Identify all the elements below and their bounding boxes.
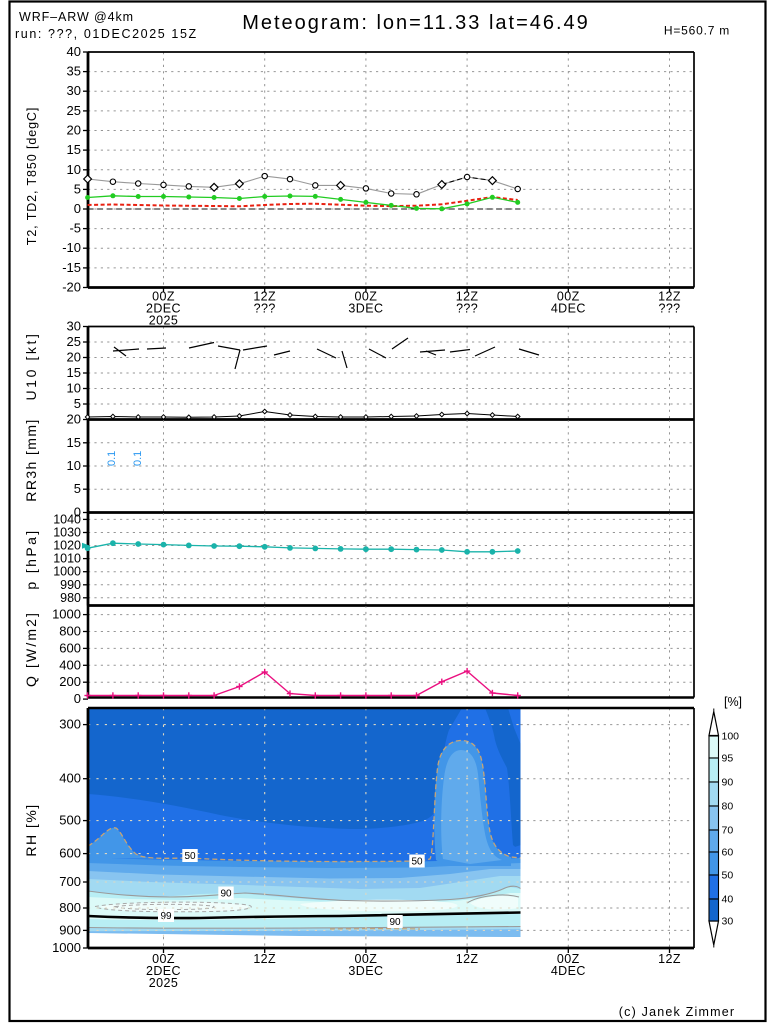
svg-text:1010: 1010 <box>53 552 81 566</box>
svg-text:12Z: 12Z <box>253 952 276 966</box>
svg-text:p [hPa]: p [hPa] <box>23 528 39 589</box>
svg-text:2DEC: 2DEC <box>146 964 181 978</box>
svg-text:12Z: 12Z <box>658 290 681 304</box>
svg-text:700: 700 <box>59 874 81 889</box>
svg-text:4DEC: 4DEC <box>551 964 586 978</box>
svg-text:12Z: 12Z <box>456 952 479 966</box>
svg-text:4DEC: 4DEC <box>551 302 586 316</box>
svg-text:25: 25 <box>67 334 81 349</box>
svg-text:35: 35 <box>67 64 81 79</box>
svg-text:25: 25 <box>67 103 81 118</box>
svg-text:12Z: 12Z <box>658 952 681 966</box>
svg-text:1000: 1000 <box>52 607 81 622</box>
svg-text:20: 20 <box>67 123 81 138</box>
svg-text:00Z: 00Z <box>557 952 580 966</box>
svg-text:2DEC: 2DEC <box>146 302 181 316</box>
svg-text:12Z: 12Z <box>456 290 479 304</box>
svg-text:30: 30 <box>67 319 81 334</box>
svg-text:30: 30 <box>67 83 81 98</box>
svg-text:2025: 2025 <box>149 976 178 990</box>
svg-text:30: 30 <box>722 916 734 928</box>
svg-text:500: 500 <box>59 813 81 828</box>
svg-text:15: 15 <box>67 435 81 450</box>
svg-text:???: ??? <box>658 302 680 316</box>
svg-text:600: 600 <box>59 640 81 655</box>
svg-text:0: 0 <box>74 505 81 520</box>
svg-text:50: 50 <box>411 857 423 868</box>
svg-text:70: 70 <box>722 825 734 837</box>
svg-text:5: 5 <box>74 181 81 196</box>
svg-text:50: 50 <box>184 851 196 862</box>
svg-text:0.1: 0.1 <box>106 451 118 466</box>
svg-text:90: 90 <box>389 917 401 928</box>
svg-text:600: 600 <box>59 846 81 861</box>
svg-text:H=560.7 m: H=560.7 m <box>664 24 730 38</box>
svg-text:2025: 2025 <box>149 314 178 328</box>
svg-text:U10 [kt]: U10 [kt] <box>23 331 39 400</box>
svg-text:run: ???, 01DEC2025 15Z: run: ???, 01DEC2025 15Z <box>15 27 198 41</box>
svg-text:-10: -10 <box>62 240 81 255</box>
svg-text:???: ??? <box>456 302 478 316</box>
svg-text:WRF–ARW @4km: WRF–ARW @4km <box>19 10 134 24</box>
svg-text:1030: 1030 <box>53 526 81 540</box>
svg-text:100: 100 <box>722 731 740 743</box>
svg-text:-5: -5 <box>69 221 81 236</box>
svg-text:15: 15 <box>67 142 81 157</box>
svg-text:1000: 1000 <box>52 940 81 955</box>
svg-text:0: 0 <box>74 201 81 216</box>
svg-text:200: 200 <box>59 674 81 689</box>
svg-text:90: 90 <box>722 777 734 789</box>
svg-text:1020: 1020 <box>53 539 81 553</box>
svg-text:T2, TD2, T850 [degC]: T2, TD2, T850 [degC] <box>25 107 39 245</box>
svg-text:RH [%]: RH [%] <box>23 803 39 856</box>
svg-text:00Z: 00Z <box>152 290 175 304</box>
svg-text:400: 400 <box>59 771 81 786</box>
svg-text:10: 10 <box>67 162 81 177</box>
svg-text:99: 99 <box>160 911 172 922</box>
svg-text:00Z: 00Z <box>152 952 175 966</box>
svg-text:3DEC: 3DEC <box>348 302 383 316</box>
svg-text:10: 10 <box>67 381 81 396</box>
svg-text:0.1: 0.1 <box>132 451 144 466</box>
svg-text:400: 400 <box>59 657 81 672</box>
svg-text:15: 15 <box>67 365 81 380</box>
svg-text:00Z: 00Z <box>355 952 378 966</box>
svg-text:900: 900 <box>59 922 81 937</box>
svg-text:00Z: 00Z <box>355 290 378 304</box>
svg-text:RR3h [mm]: RR3h [mm] <box>23 418 39 501</box>
svg-text:800: 800 <box>59 900 81 915</box>
svg-text:00Z: 00Z <box>557 290 580 304</box>
svg-text:10: 10 <box>67 458 81 473</box>
svg-text:80: 80 <box>722 801 734 813</box>
svg-text:300: 300 <box>59 717 81 732</box>
svg-text:800: 800 <box>59 624 81 639</box>
svg-text:90: 90 <box>220 889 232 900</box>
svg-text:12Z: 12Z <box>253 290 276 304</box>
svg-text:Meteogram: lon=11.33 lat=46.49: Meteogram: lon=11.33 lat=46.49 <box>242 12 590 34</box>
svg-text:1040: 1040 <box>53 512 81 526</box>
svg-text:1000: 1000 <box>53 565 81 579</box>
svg-text:5: 5 <box>74 481 81 496</box>
svg-text:-15: -15 <box>62 260 81 275</box>
svg-text:(c) Janek Zimmer: (c) Janek Zimmer <box>619 1005 735 1019</box>
svg-text:Q [W/m2]: Q [W/m2] <box>23 611 39 687</box>
svg-text:-20: -20 <box>62 280 81 295</box>
svg-text:20: 20 <box>67 412 81 427</box>
svg-text:60: 60 <box>722 847 734 859</box>
svg-text:0: 0 <box>74 691 81 706</box>
svg-text:95: 95 <box>722 753 734 765</box>
svg-text:40: 40 <box>67 44 81 59</box>
svg-text:[%]: [%] <box>724 695 742 709</box>
svg-text:990: 990 <box>60 578 81 592</box>
svg-text:3DEC: 3DEC <box>348 964 383 978</box>
svg-text:5: 5 <box>74 396 81 411</box>
svg-text:980: 980 <box>60 591 81 605</box>
svg-text:20: 20 <box>67 350 81 365</box>
svg-text:???: ??? <box>254 302 276 316</box>
svg-text:40: 40 <box>722 894 734 906</box>
svg-text:50: 50 <box>722 870 734 882</box>
